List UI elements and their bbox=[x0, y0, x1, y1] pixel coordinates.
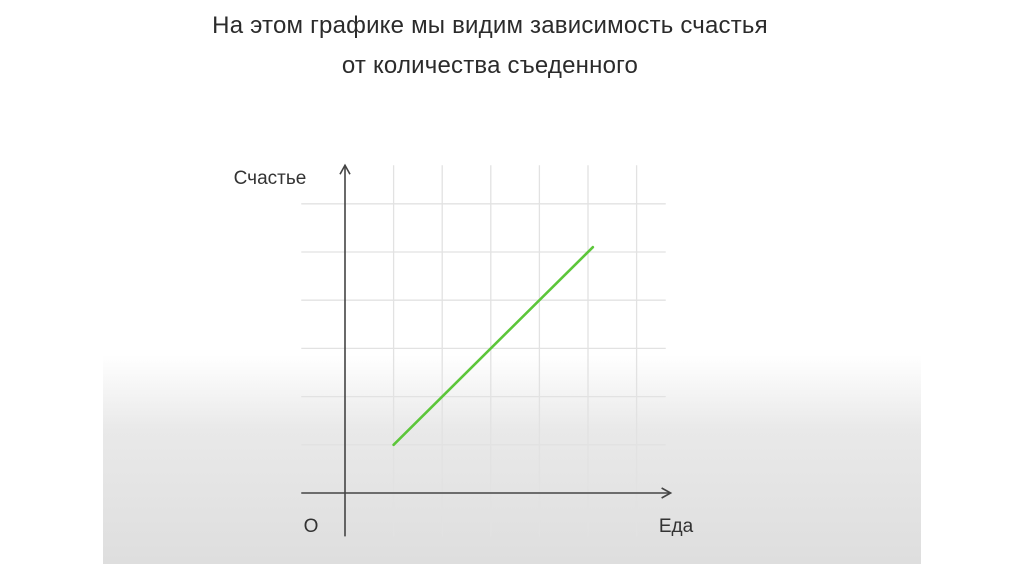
series-line bbox=[392, 245, 595, 447]
title-line-1: На этом графике мы видим зависимость сча… bbox=[212, 12, 768, 39]
y-axis-arrow-icon bbox=[339, 163, 351, 175]
title-line-2: от количества съеденного bbox=[341, 52, 639, 79]
series bbox=[392, 245, 595, 447]
origin-label: O bbox=[304, 516, 319, 537]
x-axis-arrow-icon bbox=[661, 487, 673, 499]
y-axis-label: Счастье bbox=[234, 168, 307, 189]
slide-background bbox=[103, 0, 921, 564]
x-axis-label: Еда bbox=[659, 516, 694, 537]
grid bbox=[301, 165, 666, 537]
axes bbox=[301, 163, 673, 537]
